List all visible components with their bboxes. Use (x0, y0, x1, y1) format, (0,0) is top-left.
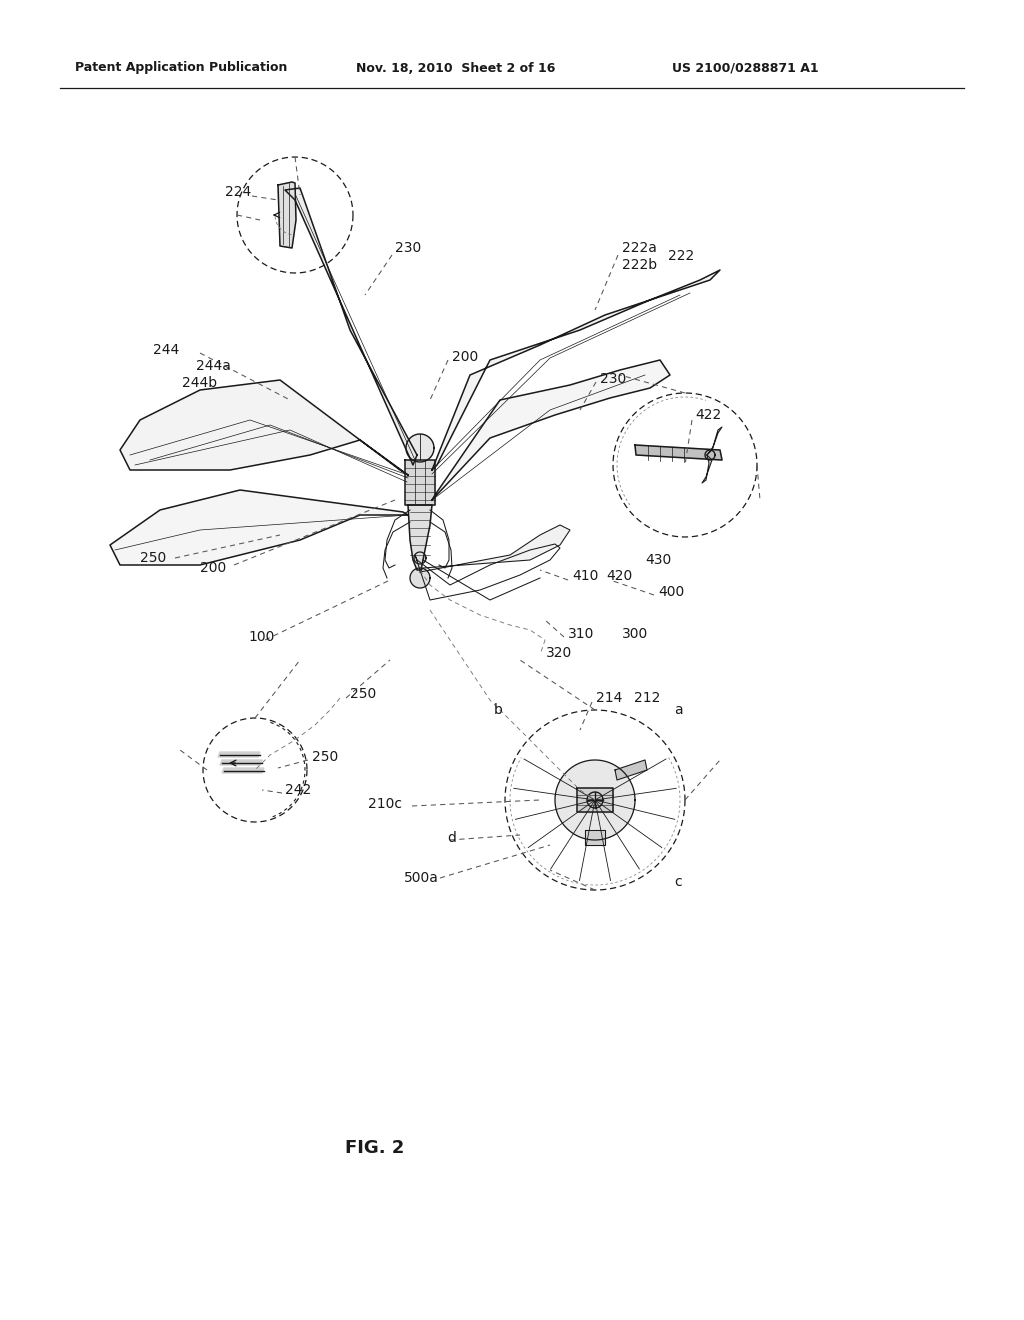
Text: 310: 310 (568, 627, 594, 642)
Text: 224: 224 (225, 185, 251, 199)
Text: 212: 212 (634, 690, 660, 705)
Text: 244: 244 (153, 343, 179, 356)
Polygon shape (577, 788, 613, 812)
Text: 400: 400 (658, 585, 684, 599)
Polygon shape (432, 360, 670, 500)
Text: 222: 222 (668, 249, 694, 263)
Polygon shape (222, 768, 264, 774)
Polygon shape (635, 445, 722, 459)
Polygon shape (432, 271, 720, 470)
Polygon shape (705, 450, 715, 459)
Text: 242: 242 (285, 783, 311, 797)
Text: 100: 100 (248, 630, 274, 644)
Text: 420: 420 (606, 569, 632, 583)
Polygon shape (585, 830, 605, 845)
Polygon shape (408, 506, 432, 570)
Text: 200: 200 (452, 350, 478, 364)
Text: 500a: 500a (404, 871, 439, 884)
Polygon shape (278, 182, 296, 248)
Text: a: a (674, 704, 683, 717)
Text: FIG. 2: FIG. 2 (345, 1139, 404, 1158)
Text: 422: 422 (695, 408, 721, 422)
Polygon shape (218, 752, 260, 756)
Polygon shape (414, 552, 426, 564)
Text: 410: 410 (572, 569, 598, 583)
Text: 250: 250 (312, 750, 338, 764)
Polygon shape (410, 568, 430, 587)
Text: 250: 250 (140, 550, 166, 565)
Polygon shape (707, 426, 722, 455)
Text: US 2100/0288871 A1: US 2100/0288871 A1 (672, 62, 818, 74)
Text: 230: 230 (395, 242, 421, 255)
Polygon shape (110, 490, 408, 565)
Text: 300: 300 (622, 627, 648, 642)
Polygon shape (420, 525, 570, 572)
Polygon shape (702, 455, 712, 483)
Polygon shape (220, 760, 262, 766)
Polygon shape (406, 434, 434, 462)
Text: 320: 320 (546, 645, 572, 660)
Text: Nov. 18, 2010  Sheet 2 of 16: Nov. 18, 2010 Sheet 2 of 16 (356, 62, 555, 74)
Polygon shape (120, 380, 408, 475)
Text: 230: 230 (600, 372, 627, 385)
Text: 214: 214 (596, 690, 623, 705)
Polygon shape (285, 187, 417, 465)
Text: 250: 250 (350, 686, 376, 701)
Text: 244b: 244b (182, 376, 217, 389)
Text: 244a: 244a (196, 359, 230, 374)
Text: 222b: 222b (622, 257, 657, 272)
Text: c: c (674, 875, 682, 888)
Text: 210c: 210c (368, 797, 402, 810)
Text: d: d (447, 832, 456, 845)
Polygon shape (555, 760, 635, 840)
Polygon shape (587, 792, 603, 808)
Text: 222a: 222a (622, 242, 656, 255)
Polygon shape (615, 760, 647, 780)
Text: b: b (494, 704, 503, 717)
Text: 200: 200 (200, 561, 226, 576)
Polygon shape (406, 459, 435, 506)
Text: Patent Application Publication: Patent Application Publication (75, 62, 288, 74)
Text: 430: 430 (645, 553, 672, 568)
